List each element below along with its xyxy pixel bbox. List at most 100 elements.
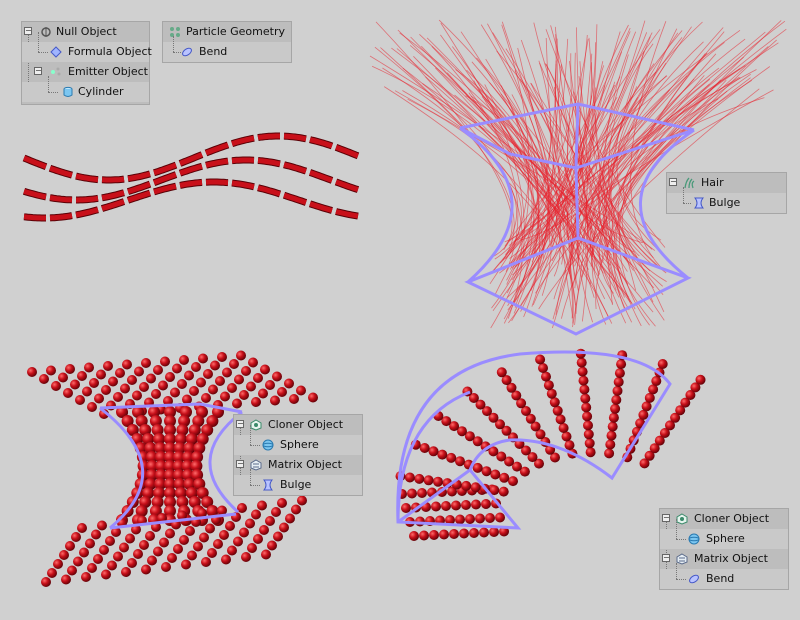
sphere-clone: [648, 384, 659, 395]
sphere-clone: [79, 547, 89, 558]
sphere-clone: [63, 388, 73, 398]
hair-strand: [460, 31, 561, 277]
sphere-clone: [251, 509, 261, 520]
sphere-clone: [193, 478, 206, 490]
tree-row-cylinder[interactable]: Cylinder: [22, 76, 149, 102]
sphere-clone: [247, 543, 257, 553]
sphere-clone: [47, 568, 57, 578]
tree-row-bend[interactable]: Bend: [660, 563, 788, 589]
sphere-clone: [107, 560, 117, 571]
sphere-clone: [53, 559, 63, 569]
sphere-clone: [495, 419, 505, 430]
sphere-clone: [639, 458, 650, 469]
sphere-clone: [108, 376, 118, 387]
hair-strand: [538, 88, 760, 310]
sphere-clone: [279, 522, 289, 533]
sphere-clone: [177, 379, 187, 389]
sphere-clone: [185, 433, 198, 445]
tree-row-bend[interactable]: Bend: [163, 36, 291, 62]
tree-row-sphere[interactable]: Sphere: [660, 519, 788, 549]
tree-label: Cloner Object: [268, 418, 344, 431]
ribbon-segment: [75, 173, 99, 183]
ribbon-segment: [127, 181, 151, 194]
collapse-icon[interactable]: −: [669, 177, 677, 186]
sphere-clone: [167, 553, 177, 563]
tree-row-matrix-object[interactable]: − Matrix Object: [660, 549, 788, 569]
hair-strand: [468, 92, 629, 298]
tree-row-sphere[interactable]: Sphere: [234, 425, 362, 455]
hair-strand: [471, 61, 574, 255]
tree-row-hair[interactable]: − Hair: [667, 173, 786, 193]
sphere-clone: [670, 412, 681, 423]
tree-row-cloner-object[interactable]: − Cloner Object: [234, 415, 362, 435]
sphere-clone: [93, 554, 103, 564]
collapse-icon[interactable]: −: [236, 459, 244, 468]
ribbon-segment: [257, 133, 280, 141]
sphere-clone: [173, 478, 186, 490]
sphere-clone: [139, 382, 149, 392]
tree-label: Sphere: [706, 532, 745, 545]
hair-strand: [509, 61, 582, 259]
hair-strand: [531, 51, 623, 307]
sphere-clone: [105, 536, 115, 546]
hair-strand: [374, 46, 515, 261]
sphere-clone: [179, 535, 189, 545]
collapse-icon[interactable]: −: [662, 513, 670, 522]
sphere-clone: [273, 531, 283, 542]
collapse-icon[interactable]: −: [24, 26, 32, 35]
sphere-clone: [146, 373, 156, 384]
tree-row-matrix-object[interactable]: − Matrix Object: [234, 455, 362, 475]
sphere-clone: [94, 393, 104, 404]
sphere-clone: [260, 364, 270, 375]
sphere-clone: [429, 530, 439, 540]
tree-row-emitter-object[interactable]: − Emitter Object: [22, 62, 149, 82]
sphere-clone: [251, 397, 261, 407]
ribbon-segment: [309, 170, 333, 183]
collapse-icon[interactable]: −: [662, 553, 670, 562]
sphere-clone: [81, 572, 91, 582]
tree-row-cloner-object[interactable]: − Cloner Object: [660, 509, 788, 529]
tree-row-particle-geometry[interactable]: Particle Geometry: [163, 22, 291, 42]
tree-row-bulge[interactable]: Bulge: [667, 187, 786, 213]
hair-strand: [539, 62, 654, 259]
sphere-clone: [191, 469, 204, 481]
tree-row-null-object[interactable]: − Null Object: [22, 22, 149, 42]
sphere-clone: [148, 406, 160, 418]
sphere-clone: [485, 513, 495, 523]
hair-strand: [598, 28, 787, 294]
sphere-clone: [134, 366, 144, 377]
sphere-clone: [122, 359, 132, 370]
tree-row-bulge[interactable]: Bulge: [234, 469, 362, 495]
sphere-clone: [181, 559, 191, 570]
sphere-clone: [241, 552, 251, 562]
sphere-clone: [191, 362, 201, 372]
emitter-icon: [51, 67, 61, 76]
ribbon-segment: [283, 192, 307, 205]
tree-row-formula-object[interactable]: Formula Object: [22, 32, 152, 62]
sphere-clone: [135, 505, 148, 517]
sphere-clone: [207, 548, 217, 558]
collapse-icon[interactable]: −: [34, 66, 42, 75]
sphere-clone: [173, 451, 185, 463]
hair-strand: [603, 41, 704, 311]
sphere-clone: [665, 420, 675, 431]
sphere-clone: [182, 451, 195, 463]
ribbon-segment: [23, 214, 46, 221]
sphere-clone: [187, 550, 197, 561]
sphere-clone: [208, 384, 218, 395]
sphere-clone: [649, 443, 660, 454]
sphere-clone: [215, 376, 225, 386]
sphere-clone: [459, 528, 469, 539]
sphere-clone: [188, 496, 201, 508]
sphere-clone: [164, 442, 176, 454]
hair-strand: [454, 94, 541, 318]
sphere-clone: [70, 379, 80, 390]
sphere-clone: [217, 505, 227, 516]
sphere-clone: [82, 386, 92, 397]
collapse-icon[interactable]: −: [236, 419, 244, 428]
ribbon-segment: [49, 195, 73, 203]
sphere-clone: [59, 550, 69, 560]
sphere-clone: [239, 527, 249, 538]
hair-strand: [531, 31, 631, 263]
bend-cloner-render: [395, 348, 706, 541]
